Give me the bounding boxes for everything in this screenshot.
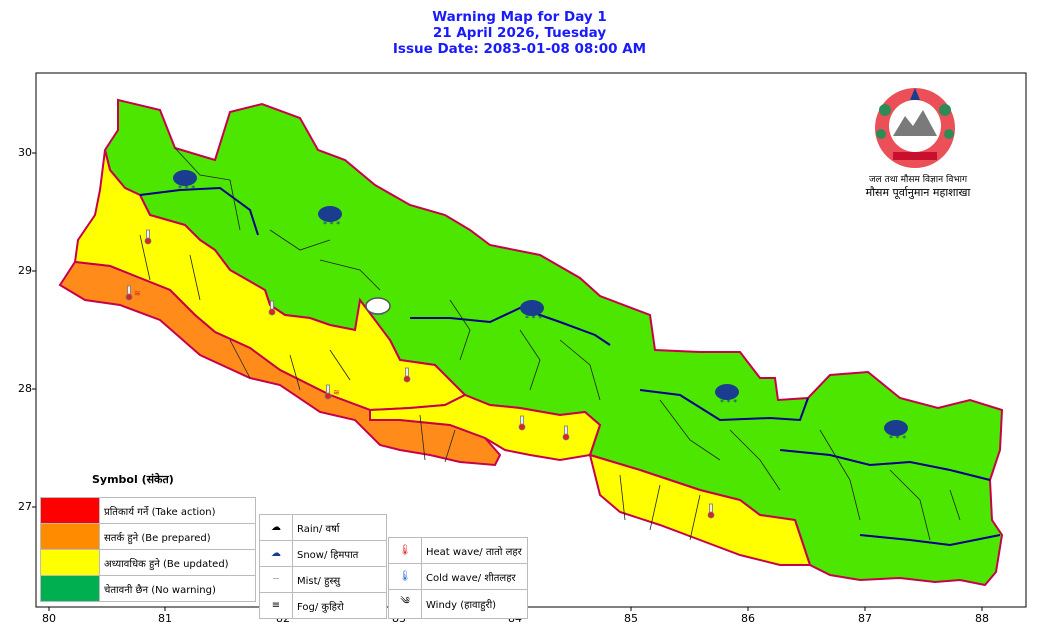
x-tick-85: 85 <box>624 612 638 625</box>
heat-wave-icon: ≋ <box>324 384 340 400</box>
snow-icon: * * * <box>715 384 739 407</box>
legend-label: Rain/ वर्षा <box>292 514 387 541</box>
legend-row-be-updated: अध्यावधिक हुने (Be updated) <box>40 549 256 576</box>
legend-row-no-warning: चेतावनी छैन (No warning) <box>40 575 256 602</box>
map-frame <box>35 72 1027 608</box>
x-tick-80: 80 <box>42 612 56 625</box>
legend-label: Fog/ कुहिरो <box>292 592 387 619</box>
heat-wave-markers: ≋ ≋ <box>125 229 715 519</box>
region-yellow-central <box>369 393 602 462</box>
heat-wave-icon <box>518 415 526 431</box>
region-orange-west <box>58 260 502 467</box>
heat-wave-icon <box>144 229 152 245</box>
legend-row-take-action: प्रतिकार्य गर्ने (Take action) <box>40 497 256 524</box>
rain-icon: ' ' ' <box>365 297 391 321</box>
y-tick-30: 30 <box>18 146 32 159</box>
y-tick-28: 28 <box>18 382 32 395</box>
heat-wave-icon <box>268 300 276 316</box>
map-date-line: 21 April 2026, Tuesday <box>432 25 607 41</box>
heat-wave-icon: ≋ <box>125 285 141 301</box>
swatch-yellow <box>40 549 100 576</box>
heat-wave-icon <box>403 367 411 383</box>
svg-text:* * *: * * * <box>323 220 340 229</box>
warning-level-legend: प्रतिकार्य गर्ने (Take action) सतर्क हुन… <box>40 497 256 602</box>
svg-text:* * *: * * * <box>889 434 906 443</box>
svg-text:' ' ': ' ' ' <box>372 312 384 321</box>
swatch-orange <box>40 523 100 550</box>
district-boundaries <box>139 147 961 541</box>
heat-wave-icon <box>562 425 570 441</box>
svg-text:≋: ≋ <box>134 289 141 298</box>
windy-icon: ༄ <box>388 589 422 619</box>
snow-icon: * * * <box>318 206 342 229</box>
x-tick-81: 81 <box>158 612 172 625</box>
snow-icon: * * * <box>520 300 544 323</box>
cold-wave-icon: 🌡 <box>388 563 422 590</box>
mist-icon: ┄ <box>259 566 293 593</box>
department-name: जल तथा मौसम विज्ञान विभाग <box>868 175 968 185</box>
heat-wave-icon <box>707 503 715 519</box>
x-tick-87: 87 <box>858 612 872 625</box>
government-emblem <box>875 88 955 168</box>
svg-text:* * *: * * * <box>525 314 542 323</box>
snow-icon: ☁ <box>259 540 293 567</box>
legend-label: Snow/ हिमपात <box>292 540 387 567</box>
snow-icon: * * * <box>884 420 908 443</box>
y-tick-27: 27 <box>18 500 32 513</box>
fog-icon: ≡ <box>259 592 293 619</box>
legend-title: Symbol (संकेत) <box>92 473 174 486</box>
legend-label: प्रतिकार्य गर्ने (Take action) <box>99 497 256 524</box>
hazard-legend: 🌡 Heat wave/ तातो लहर 🌡 Cold wave/ शीतलहर … <box>388 537 528 619</box>
legend-label: चेतावनी छैन (No warning) <box>99 575 256 602</box>
x-tick-86: 86 <box>741 612 755 625</box>
issue-date-line: Issue Date: 2083-01-08 08:00 AM <box>392 41 647 57</box>
svg-text:* * *: * * * <box>720 398 737 407</box>
legend-label: Cold wave/ शीतलहर <box>421 563 528 590</box>
legend-label: Windy (हावाहुरी) <box>421 589 528 619</box>
legend-label: सतर्क हुने (Be prepared) <box>99 523 256 550</box>
map-title-line-1: Warning Map for Day 1 <box>432 9 607 25</box>
region-yellow-east <box>588 453 812 566</box>
rain-icon: ☁ <box>259 514 293 541</box>
y-tick-29: 29 <box>18 264 32 277</box>
swatch-green <box>40 575 100 602</box>
svg-text:* * *: * * * <box>178 184 195 193</box>
division-name: मौसम पूर्वानुमान महाशाखा <box>865 186 971 199</box>
x-tick-88: 88 <box>975 612 989 625</box>
weather-legend: ☁ Rain/ वर्षा ☁ Snow/ हिमपात ┄ Mist/ हुस्सु… <box>259 514 387 619</box>
legend-label: Mist/ हुस्सु <box>292 566 387 593</box>
legend-label: अध्यावधिक हुने (Be updated) <box>99 549 256 576</box>
legend-label: Heat wave/ तातो लहर <box>421 537 528 564</box>
svg-text:≋: ≋ <box>333 388 340 397</box>
heat-wave-icon: 🌡 <box>388 537 422 564</box>
swatch-red <box>40 497 100 524</box>
legend-row-be-prepared: सतर्क हुने (Be prepared) <box>40 523 256 550</box>
snow-icon: * * * <box>173 170 197 193</box>
